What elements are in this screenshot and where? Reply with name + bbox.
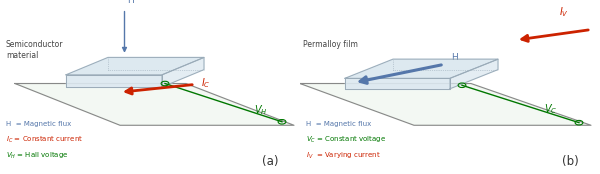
Polygon shape [345,59,498,78]
Text: H: H [127,0,134,5]
Polygon shape [66,57,204,75]
Polygon shape [300,84,591,125]
Polygon shape [345,78,450,89]
Text: (b): (b) [562,155,578,168]
Text: $\mathit{I_C}$ = Constant current: $\mathit{I_C}$ = Constant current [6,135,83,145]
Text: (a): (a) [262,155,278,168]
Polygon shape [162,57,204,87]
Text: $\mathit{V_H}$: $\mathit{V_H}$ [254,103,267,117]
Text: $\mathit{V_H}$ = Hall voltage: $\mathit{V_H}$ = Hall voltage [6,151,68,161]
Text: Semiconductor
material: Semiconductor material [6,40,64,60]
Polygon shape [450,59,498,89]
Text: H  = Magnetic flux: H = Magnetic flux [6,121,71,127]
Text: $\mathit{V_C}$ = Constant voltage: $\mathit{V_C}$ = Constant voltage [306,135,386,145]
Text: Permalloy film: Permalloy film [303,40,358,49]
Text: H: H [452,53,458,62]
Text: $\mathit{I_V}$  = Varying current: $\mathit{I_V}$ = Varying current [306,151,380,161]
Text: $\mathit{I_V}$: $\mathit{I_V}$ [559,5,569,19]
Text: $\mathit{I_C}$: $\mathit{I_C}$ [201,76,211,90]
Text: $\mathit{V_C}$: $\mathit{V_C}$ [545,102,558,116]
Polygon shape [66,75,162,87]
Polygon shape [15,84,294,125]
Text: H  = Magnetic flux: H = Magnetic flux [306,121,371,127]
